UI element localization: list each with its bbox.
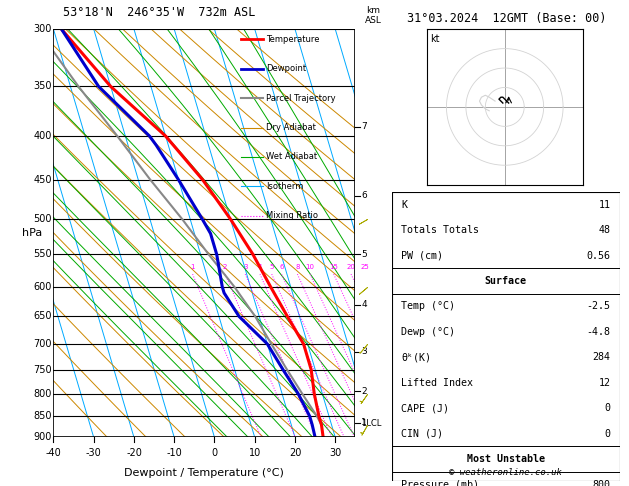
Text: 850: 850 [33, 411, 52, 421]
Text: Mixing Ratio: Mixing Ratio [266, 211, 318, 220]
Text: 700: 700 [33, 339, 52, 349]
Text: -10: -10 [166, 448, 182, 458]
Text: 350: 350 [33, 82, 52, 91]
Text: km
ASL: km ASL [365, 6, 382, 25]
Text: 2: 2 [223, 264, 227, 270]
Text: 0.56: 0.56 [586, 251, 611, 260]
Text: 400: 400 [33, 131, 52, 141]
Text: 650: 650 [33, 312, 52, 321]
Text: 2: 2 [362, 387, 367, 396]
Text: -40: -40 [45, 448, 62, 458]
Text: 6: 6 [279, 264, 284, 270]
Text: 25: 25 [360, 264, 369, 270]
Text: 10: 10 [248, 448, 261, 458]
Text: 900: 900 [33, 433, 52, 442]
Text: Temp (°C): Temp (°C) [401, 301, 455, 312]
Text: Wet Adiabat: Wet Adiabat [266, 153, 318, 161]
Text: PW (cm): PW (cm) [401, 251, 443, 260]
Text: 800: 800 [593, 480, 611, 486]
Text: 30: 30 [329, 448, 342, 458]
Text: Totals Totals: Totals Totals [401, 225, 479, 235]
Text: Most Unstable: Most Unstable [467, 454, 545, 464]
Text: K: K [401, 200, 407, 209]
Text: 5: 5 [362, 250, 367, 259]
Text: hPa: hPa [22, 228, 42, 238]
Text: 0: 0 [604, 403, 611, 413]
Text: 31°03.2024  12GMT (Base: 00): 31°03.2024 12GMT (Base: 00) [406, 12, 606, 25]
Text: 1: 1 [191, 264, 195, 270]
Text: Parcel Trajectory: Parcel Trajectory [266, 94, 336, 103]
Text: 4: 4 [362, 300, 367, 310]
Text: Dewpoint: Dewpoint [266, 64, 306, 73]
Text: 0: 0 [211, 448, 218, 458]
Text: Isotherm: Isotherm [266, 182, 304, 191]
Text: Dewp (°C): Dewp (°C) [401, 327, 455, 337]
Text: 7: 7 [362, 122, 367, 131]
Text: 3: 3 [243, 264, 247, 270]
Text: Dry Adiabat: Dry Adiabat [266, 123, 316, 132]
Text: 20: 20 [347, 264, 355, 270]
Text: 10: 10 [306, 264, 314, 270]
Text: 5: 5 [270, 264, 274, 270]
Text: 284: 284 [593, 352, 611, 363]
Text: kt: kt [430, 34, 440, 44]
Text: 15: 15 [329, 264, 338, 270]
Text: Dewpoint / Temperature (°C): Dewpoint / Temperature (°C) [125, 468, 284, 478]
Text: Surface: Surface [485, 276, 526, 286]
Text: -30: -30 [86, 448, 102, 458]
Text: 53°18'N  246°35'W  732m ASL: 53°18'N 246°35'W 732m ASL [63, 6, 255, 19]
Text: 6: 6 [362, 191, 367, 201]
Text: 3: 3 [362, 347, 367, 356]
Text: θᵏ(K): θᵏ(K) [401, 352, 431, 363]
Text: -2.5: -2.5 [586, 301, 611, 312]
Text: Pressure (mb): Pressure (mb) [401, 480, 479, 486]
Text: 0: 0 [604, 429, 611, 439]
Text: 1LCL: 1LCL [362, 419, 382, 429]
Text: CAPE (J): CAPE (J) [401, 403, 449, 413]
Text: 500: 500 [33, 214, 52, 224]
Text: 48: 48 [598, 225, 611, 235]
Text: 750: 750 [33, 364, 52, 375]
Text: 12: 12 [598, 378, 611, 388]
Text: © weatheronline.co.uk: © weatheronline.co.uk [449, 468, 562, 477]
Text: Lifted Index: Lifted Index [401, 378, 473, 388]
Text: Temperature: Temperature [266, 35, 320, 44]
Text: 550: 550 [33, 249, 52, 260]
Text: -20: -20 [126, 448, 142, 458]
Text: 600: 600 [33, 282, 52, 292]
Text: 800: 800 [33, 389, 52, 399]
Text: -4.8: -4.8 [586, 327, 611, 337]
Text: 450: 450 [33, 175, 52, 185]
Text: 4: 4 [258, 264, 262, 270]
Text: 11: 11 [598, 200, 611, 209]
Text: CIN (J): CIN (J) [401, 429, 443, 439]
Text: 8: 8 [295, 264, 299, 270]
Text: 300: 300 [33, 24, 52, 34]
Text: 20: 20 [289, 448, 301, 458]
Text: 1: 1 [362, 418, 367, 427]
